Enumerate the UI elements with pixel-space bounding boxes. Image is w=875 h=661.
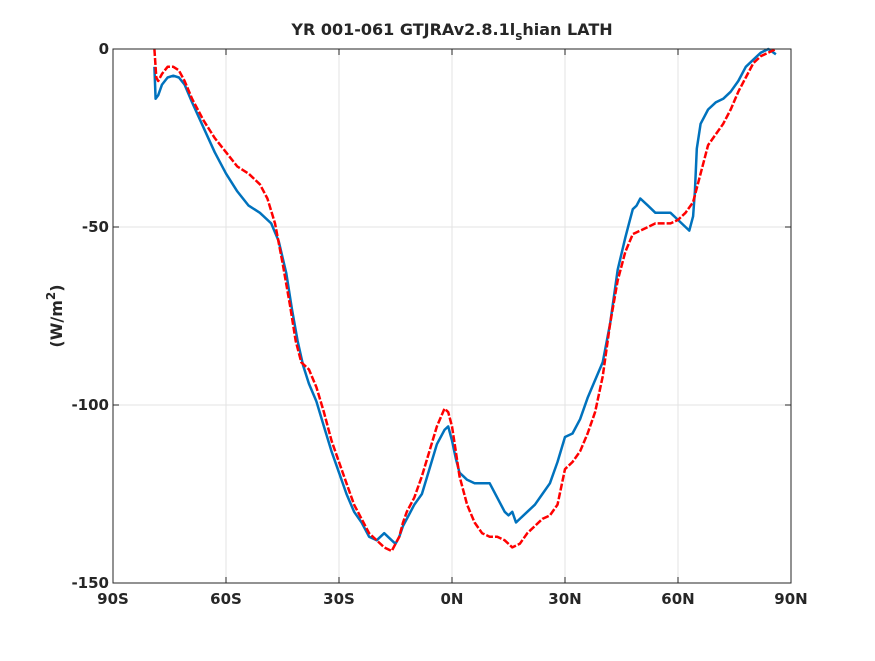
- x-tick-label: 0N: [441, 590, 464, 608]
- y-axis-label: (W/m2): [44, 284, 66, 347]
- x-tick-label: 30N: [548, 590, 581, 608]
- y-tick-label: 0: [99, 40, 109, 58]
- series-lines: [153, 47, 777, 553]
- x-tick-label: 60N: [661, 590, 694, 608]
- tick-labels: 90S 60S 30S 0N 30N 60N 90N 0 -50 -100 -150: [71, 40, 807, 608]
- axes: [112, 48, 792, 584]
- grid-lines: [113, 49, 791, 583]
- x-tick-label: 60S: [210, 590, 242, 608]
- y-tick-label: -50: [82, 218, 109, 236]
- y-tick-label: -150: [71, 574, 109, 592]
- series-line-1: [153, 47, 777, 546]
- x-tick-label: 30S: [323, 590, 355, 608]
- series-line-2: [153, 47, 777, 553]
- x-tick-label: 90S: [97, 590, 129, 608]
- x-tick-label: 90N: [774, 590, 807, 608]
- y-tick-label: -100: [71, 396, 109, 414]
- chart-title: YR 001-061 GTJRAv2.8.1lshian LATH: [290, 20, 612, 43]
